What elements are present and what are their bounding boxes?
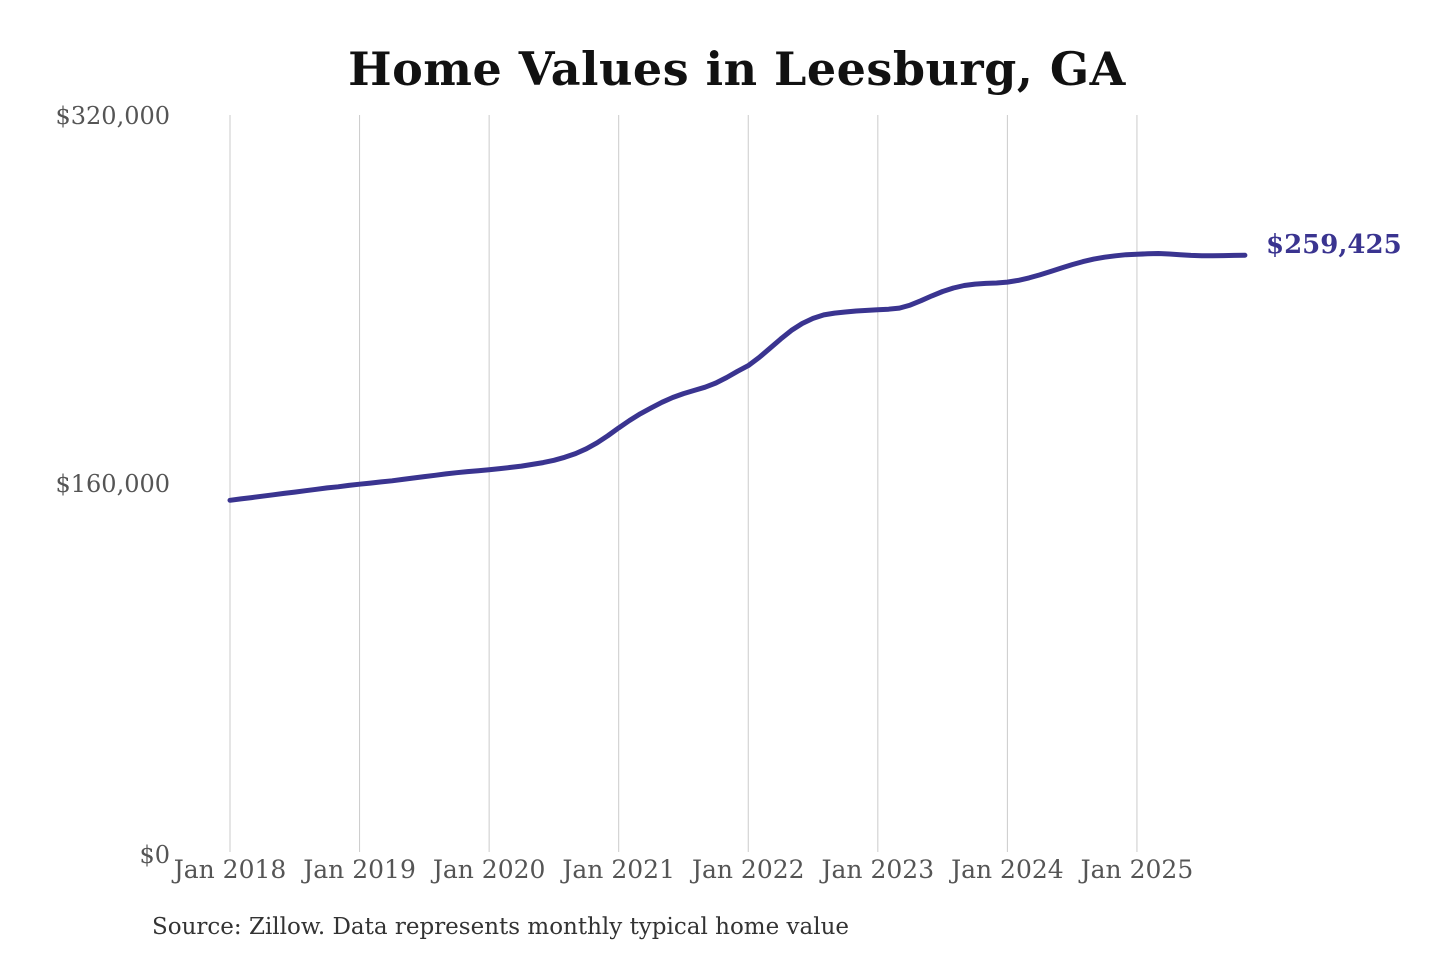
chart-title: Home Values in Leesburg, GA: [348, 42, 1126, 96]
x-tick-label: Jan 2020: [432, 855, 546, 884]
x-tick-label: Jan 2025: [1080, 855, 1194, 884]
home-value-line: [227, 251, 1248, 503]
y-tick-label: $160,000: [55, 470, 170, 498]
x-tick-label: Jan 2022: [691, 855, 805, 884]
y-tick-label: $0: [139, 841, 170, 869]
source-note: Source: Zillow. Data represents monthly …: [152, 914, 850, 940]
x-tick-label: Jan 2019: [303, 855, 416, 884]
x-tick-label: Jan 2018: [173, 855, 287, 884]
y-tick-label: $320,000: [55, 102, 170, 130]
x-tick-label: Jan 2023: [821, 855, 935, 884]
x-tick-label: Jan 2024: [951, 855, 1064, 884]
latest-value-label: $259,425: [1266, 230, 1402, 260]
x-tick-label: Jan 2021: [562, 855, 675, 884]
